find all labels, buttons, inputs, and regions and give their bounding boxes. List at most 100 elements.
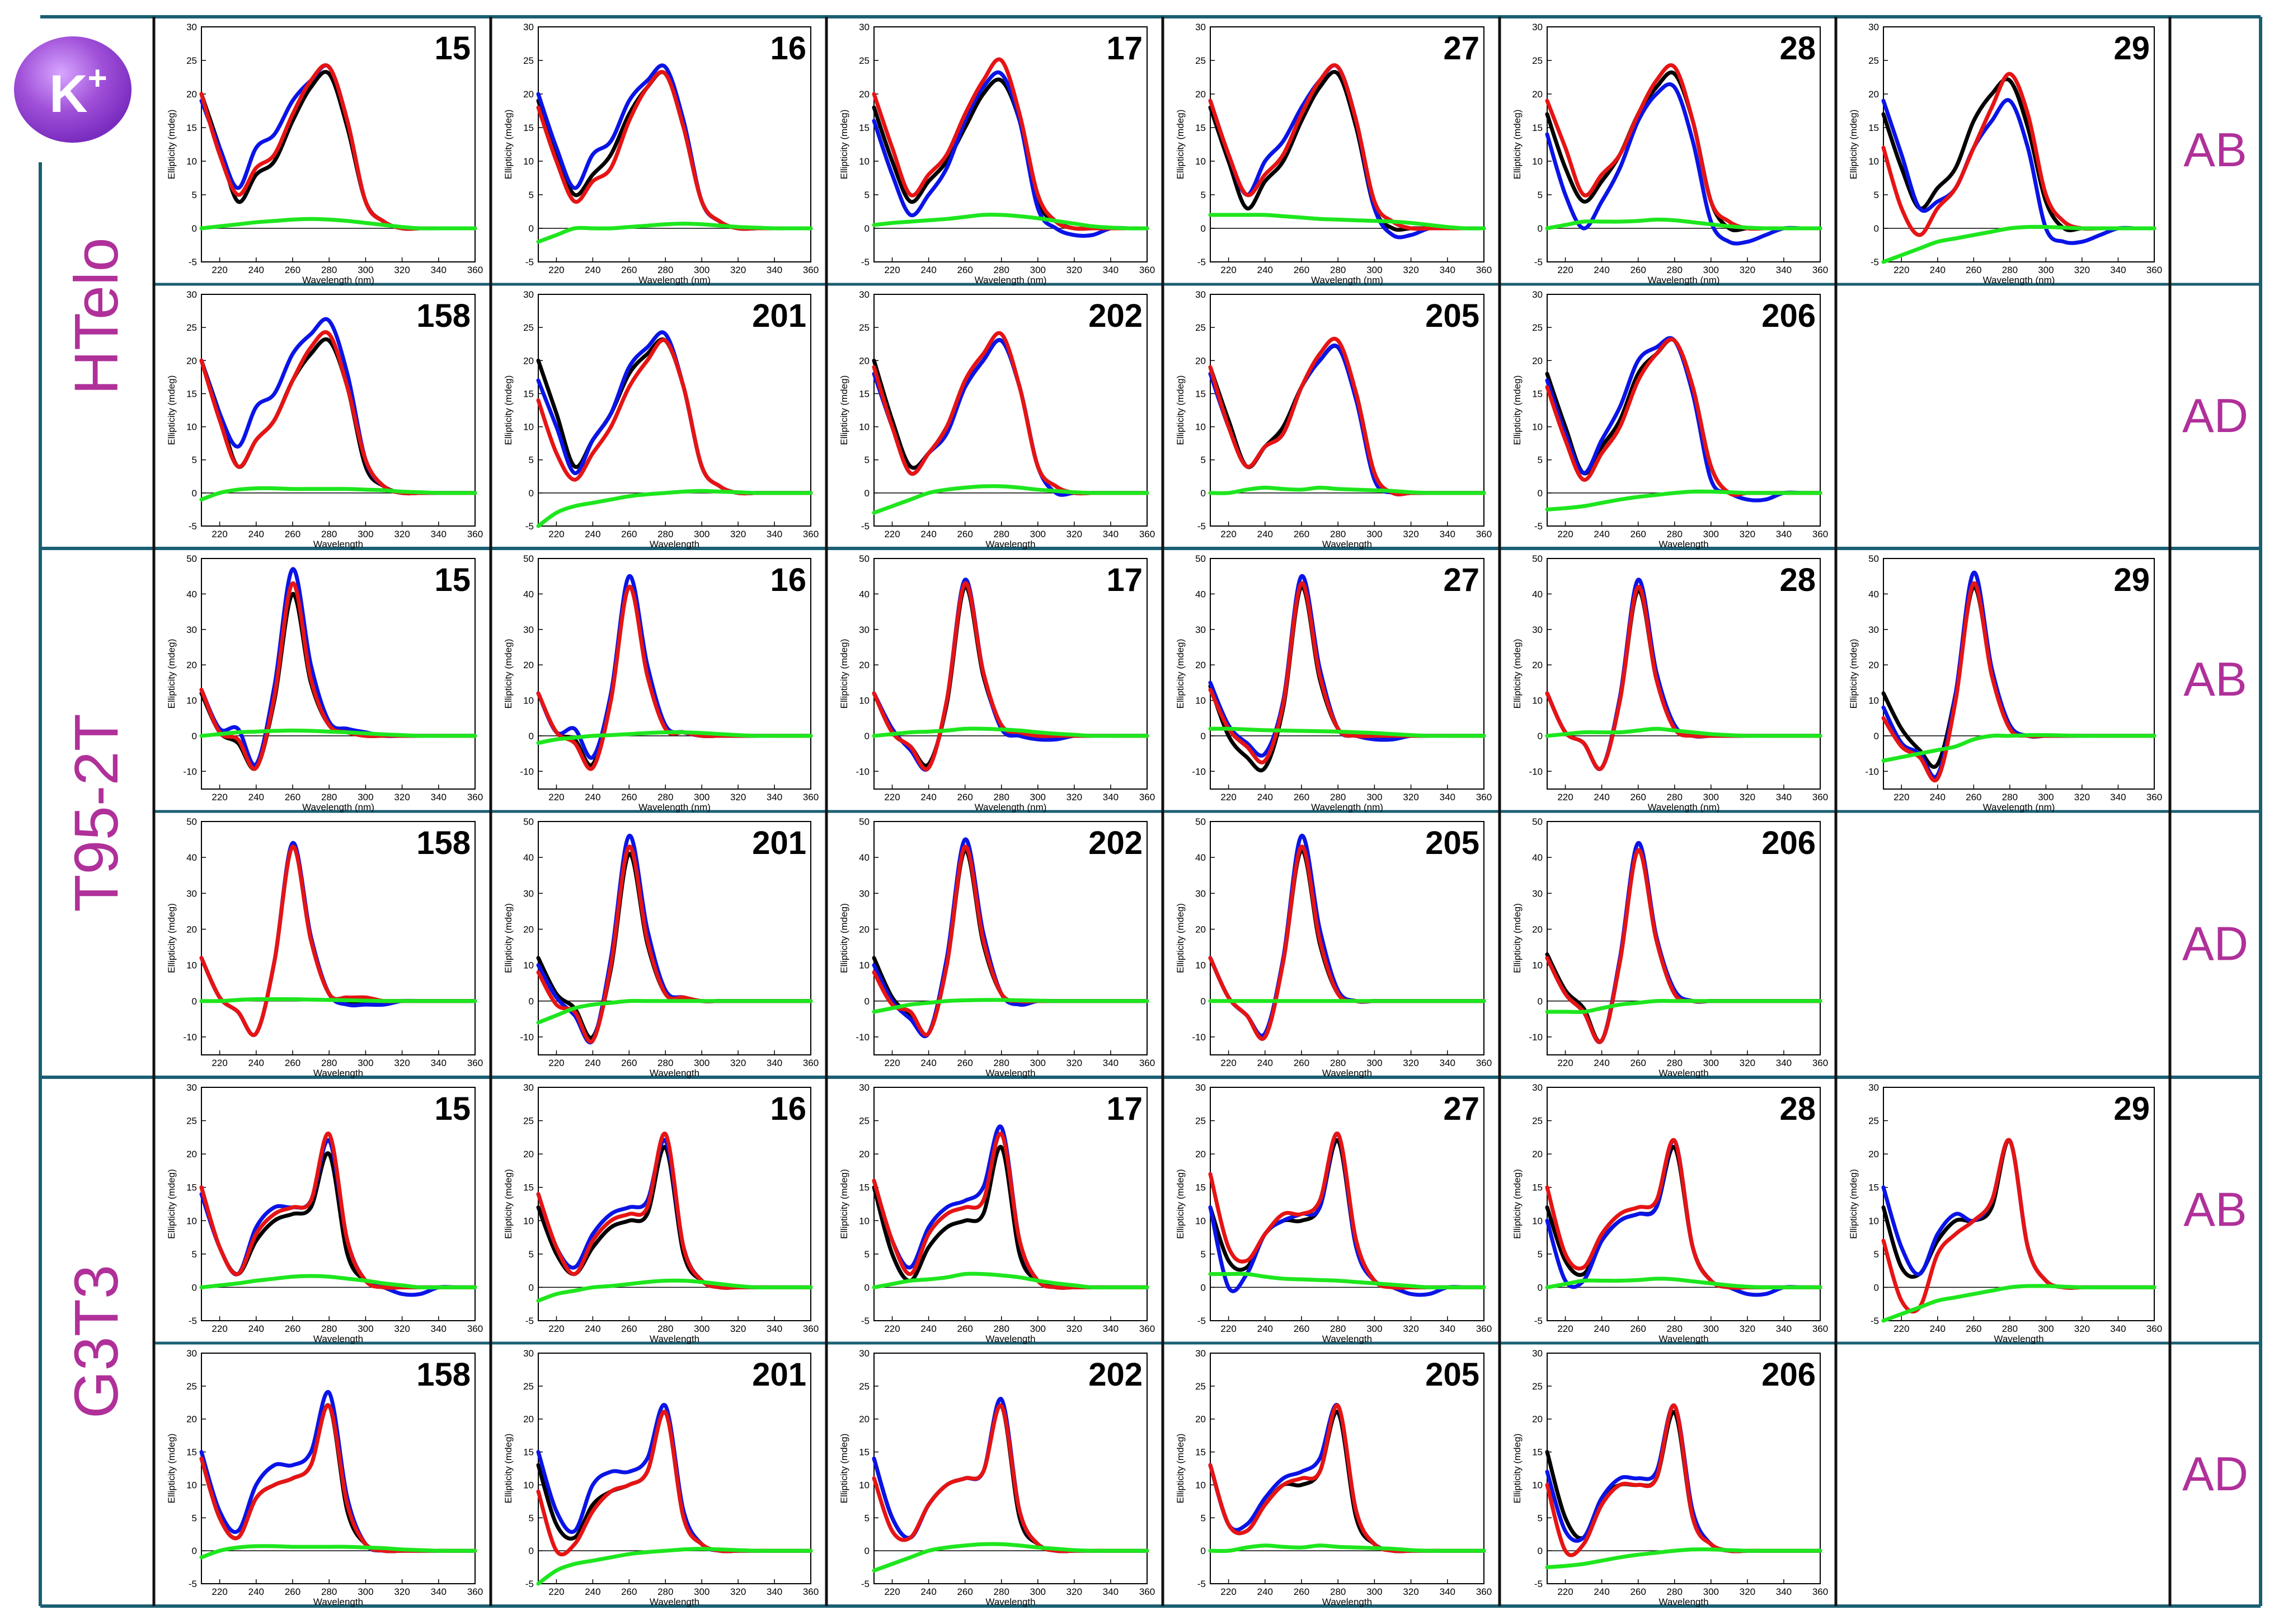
y-tick-label: 20 (186, 89, 197, 100)
y-axis-label: Ellipticity (mdeg) (166, 376, 177, 445)
cd-panel: -10 0 10 20 30 40 50 220 240 260 280 300 320 340 360 Wa… (839, 816, 1155, 1078)
series-line-red (1208, 1403, 1486, 1553)
y-tick-label: 0 (1201, 1282, 1206, 1293)
y-axis-label: Ellipticity (mdeg) (503, 1169, 514, 1239)
series-line-green (536, 222, 813, 244)
y-axis-label: Ellipticity (mdeg) (839, 639, 849, 709)
x-tick-label: 220 (212, 1323, 227, 1334)
x-tick-label: 360 (1139, 1058, 1155, 1068)
row-label: AD (2182, 918, 2248, 971)
group-label: G3T3 (62, 1265, 131, 1419)
y-tick-label: 20 (859, 89, 870, 100)
x-tick-label: 220 (1557, 529, 1573, 539)
x-tick-label: 280 (1330, 792, 1346, 802)
x-tick-label: 340 (1440, 1587, 1455, 1597)
y-tick-label: -5 (525, 1316, 534, 1326)
y-tick-label: 20 (859, 924, 870, 935)
cd-panel: -5 0 5 10 15 20 25 30 220 240 260 280 300 320 340 360 Wa… (503, 22, 819, 285)
y-tick-label: 30 (523, 625, 534, 635)
series-line-green (199, 1274, 477, 1290)
x-tick-label: 260 (621, 1323, 637, 1334)
y-tick-label: 30 (1195, 625, 1206, 635)
y-tick-label: 10 (859, 1215, 870, 1226)
series-line-blue (536, 834, 813, 1045)
y-tick-label: -5 (1871, 1316, 1879, 1326)
series-line-green (872, 484, 1149, 515)
series-line-black (1208, 1410, 1486, 1553)
x-tick-label: 300 (1703, 1058, 1719, 1068)
plot-area (1547, 821, 1821, 1055)
y-tick-label: 15 (186, 388, 197, 399)
y-tick-label: 0 (865, 1546, 870, 1556)
y-tick-label: 15 (523, 123, 534, 133)
y-tick-label: 30 (1868, 22, 1879, 32)
cd-panel: -5 0 5 10 15 20 25 30 220 240 260 280 300 320 340 360 Wa… (1848, 1082, 2162, 1344)
x-tick-label: 360 (467, 529, 483, 539)
y-axis-label: Ellipticity (mdeg) (1512, 110, 1523, 180)
plot-area (201, 26, 476, 262)
x-tick-label: 320 (394, 265, 410, 275)
x-tick-label: 280 (657, 1323, 673, 1334)
y-tick-label: 40 (186, 852, 197, 863)
cd-panel: -5 0 5 10 15 20 25 30 220 240 260 280 300 320 340 360 Wa… (1512, 289, 1828, 550)
y-tick-label: 5 (1538, 1249, 1543, 1260)
y-tick-label: 10 (523, 156, 534, 167)
plot-area (1883, 558, 2155, 790)
y-tick-label: 20 (1868, 660, 1879, 670)
y-tick-label: 50 (186, 816, 197, 827)
x-tick-label: 340 (1440, 529, 1455, 539)
series-line-green (199, 217, 477, 231)
plot-area (873, 1087, 1148, 1321)
x-tick-label: 360 (467, 1058, 483, 1068)
x-tick-label: 300 (1703, 792, 1719, 802)
x-axis-label: Wavelength (nm) (975, 275, 1047, 285)
x-tick-label: 320 (1066, 1058, 1082, 1068)
y-tick-label: 50 (1532, 553, 1543, 564)
y-tick-label: 30 (523, 22, 534, 32)
x-axis-label: Wavelength (313, 1597, 363, 1607)
x-tick-label: 220 (884, 1587, 900, 1597)
x-tick-label: 320 (1740, 792, 1755, 802)
x-tick-label: 240 (585, 265, 600, 275)
y-tick-label: 5 (1538, 1513, 1543, 1523)
y-axis-label: Ellipticity (mdeg) (1175, 903, 1186, 973)
y-tick-label: 10 (186, 422, 197, 433)
y-tick-label: 0 (192, 223, 197, 234)
x-tick-label: 240 (920, 265, 936, 275)
x-tick-label: 220 (1557, 1058, 1573, 1068)
cd-panel: -5 0 5 10 15 20 25 30 220 240 260 280 300 320 340 360 Wa… (1512, 22, 1828, 285)
y-tick-label: 5 (1538, 190, 1543, 200)
y-tick-label: 10 (859, 422, 870, 433)
x-tick-label: 360 (1139, 529, 1155, 539)
cd-panel: -5 0 5 10 15 20 25 30 220 240 260 280 300 320 340 360 Wa… (166, 289, 483, 550)
cd-panel: -5 0 5 10 15 20 25 30 220 240 260 280 300 320 340 360 Wa… (1848, 22, 2162, 285)
y-tick-label: 40 (1195, 852, 1206, 863)
x-tick-label: 220 (1220, 1058, 1236, 1068)
compound-label: 29 (2113, 1091, 2150, 1127)
x-tick-label: 360 (1812, 1323, 1828, 1334)
y-tick-label: -5 (525, 257, 534, 267)
y-tick-label: -10 (1192, 1032, 1206, 1043)
x-axis-label: Wavelength (650, 1068, 699, 1078)
group-label: T95-2T (62, 714, 131, 912)
x-tick-label: 360 (1812, 1058, 1828, 1068)
x-axis-label: Wavelength (1658, 1597, 1708, 1607)
x-tick-label: 220 (212, 1587, 227, 1597)
x-tick-label: 280 (994, 792, 1009, 802)
x-tick-label: 320 (394, 1323, 410, 1334)
compound-label: 201 (752, 1357, 806, 1393)
x-tick-label: 260 (1966, 265, 1981, 275)
plot-area (1210, 1087, 1484, 1321)
series-line-black (1208, 585, 1486, 773)
series-line-blue (872, 71, 1149, 238)
x-tick-label: 260 (621, 529, 637, 539)
x-axis-label: Wavelength (nm) (1983, 802, 2055, 813)
compound-label: 15 (434, 1091, 471, 1127)
y-tick-label: 25 (1532, 55, 1543, 66)
x-tick-label: 340 (1103, 792, 1119, 802)
x-tick-label: 300 (1366, 1587, 1382, 1597)
series-line-blue (1208, 834, 1486, 1038)
series-line-green (872, 213, 1149, 231)
x-tick-label: 280 (321, 1587, 337, 1597)
x-tick-label: 280 (1667, 1323, 1683, 1334)
